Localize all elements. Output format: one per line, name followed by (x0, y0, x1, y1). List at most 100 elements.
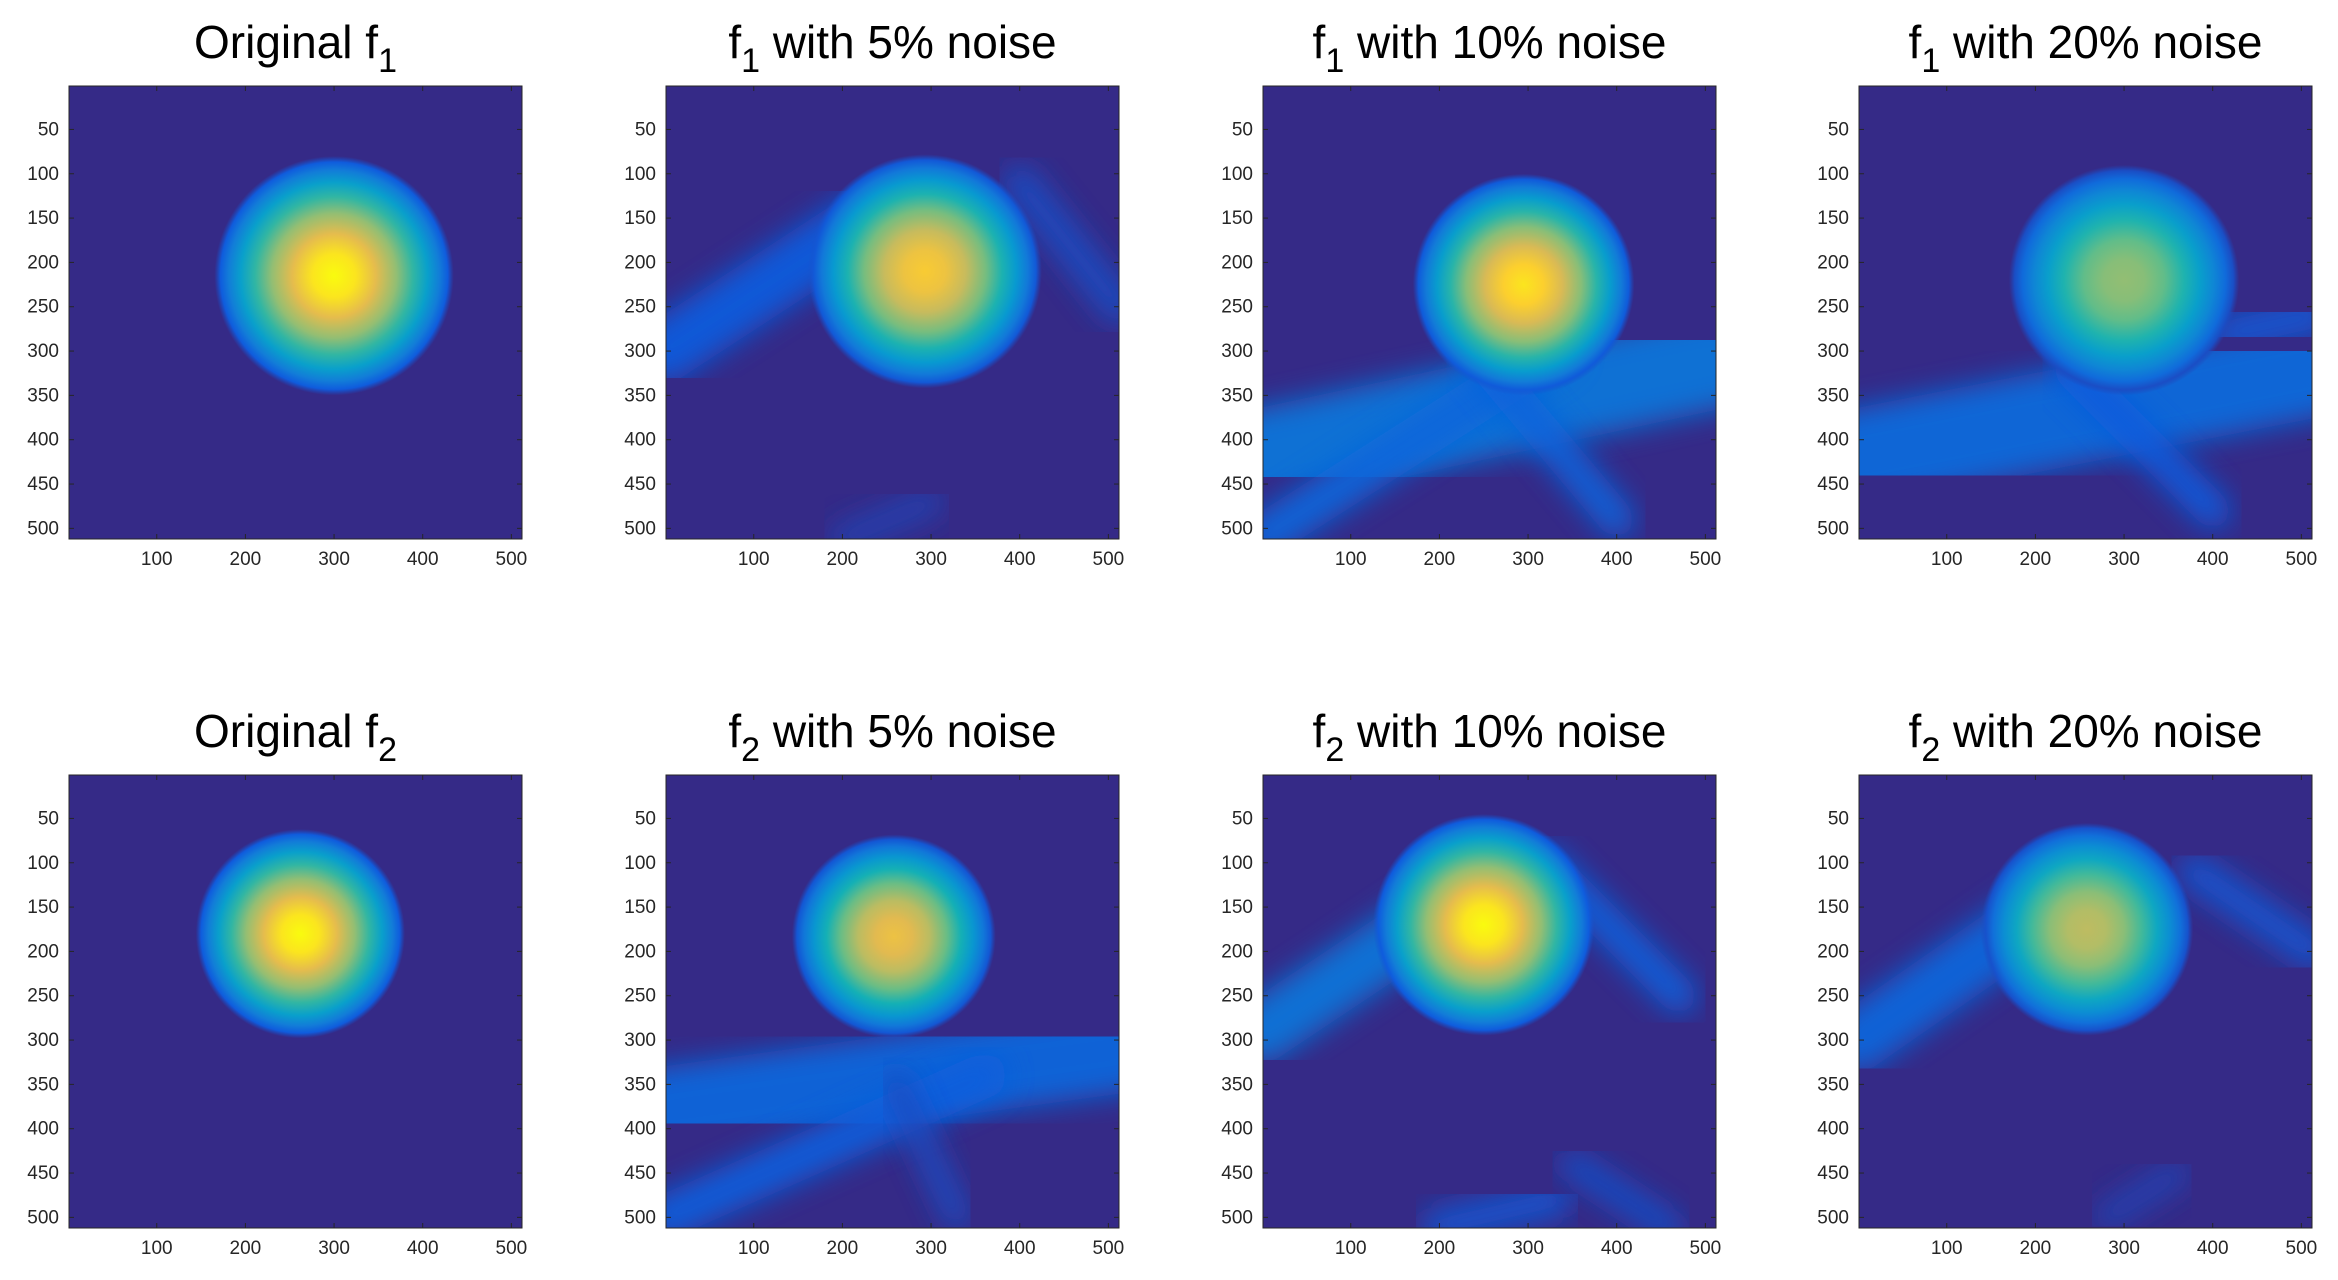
intensity-blob (1980, 822, 2194, 1036)
y-tick-label: 450 (624, 474, 656, 495)
intensity-blob (791, 834, 996, 1039)
axes-box (1858, 85, 2313, 540)
panel-title: f2 with 20% noise (1909, 705, 2263, 769)
y-tick-label: 50 (38, 119, 59, 140)
axes-box (68, 774, 523, 1229)
noise-streak (1421, 1181, 1573, 1228)
x-tick-label: 500 (2286, 1238, 2318, 1259)
y-tick-label: 100 (624, 164, 656, 185)
panel-title: f1 with 5% noise (728, 16, 1056, 80)
y-tick-label: 500 (27, 518, 59, 539)
x-tick-label: 300 (318, 549, 350, 570)
x-tick-label: 500 (2286, 549, 2318, 570)
y-tick-label: 400 (27, 1119, 59, 1140)
y-tick-label: 100 (27, 164, 59, 185)
y-tick-label: 450 (27, 1163, 59, 1184)
y-tick-label: 500 (1221, 518, 1253, 539)
y-tick-label: 350 (624, 385, 656, 406)
y-tick-label: 300 (1817, 341, 1849, 362)
y-tick-label: 400 (1221, 430, 1253, 451)
x-tick-label: 400 (407, 1238, 439, 1259)
y-tick-label: 350 (1221, 1074, 1253, 1095)
y-tick-label: 200 (27, 941, 59, 962)
y-tick-label: 400 (624, 430, 656, 451)
y-tick-label: 100 (1221, 853, 1253, 874)
axes-box (665, 85, 1120, 540)
heatmap-panel: 100 200 300 400 500 50 100 150 200 250 300 350 400 45… (1817, 705, 2317, 1259)
y-tick-label: 350 (1817, 385, 1849, 406)
y-tick-label: 400 (1817, 430, 1849, 451)
y-tick-label: 50 (635, 808, 656, 829)
y-tick-label: 150 (1221, 208, 1253, 229)
x-tick-label: 100 (1335, 1238, 1367, 1259)
noise-streak (1859, 320, 2312, 507)
x-tick-label: 500 (496, 549, 528, 570)
y-tick-label: 400 (624, 1119, 656, 1140)
noise-streak (1559, 1150, 1684, 1228)
y-tick-label: 500 (27, 1207, 59, 1228)
x-tick-label: 100 (1335, 549, 1367, 570)
y-tick-label: 100 (1221, 164, 1253, 185)
noise-streak (2093, 1159, 2191, 1228)
y-tick-label: 400 (27, 430, 59, 451)
x-tick-label: 200 (1424, 549, 1456, 570)
y-tick-label: 150 (27, 208, 59, 229)
y-tick-label: 350 (1221, 385, 1253, 406)
noise-streak (829, 488, 945, 539)
y-tick-label: 250 (1221, 297, 1253, 318)
axes-box (68, 85, 523, 540)
panel-title: f1 with 20% noise (1909, 16, 2263, 80)
y-tick-label: 250 (1221, 986, 1253, 1007)
x-tick-label: 300 (1512, 1238, 1544, 1259)
y-tick-label: 50 (635, 119, 656, 140)
x-tick-label: 100 (141, 549, 173, 570)
x-tick-label: 200 (1424, 1238, 1456, 1259)
y-tick-label: 50 (1232, 119, 1253, 140)
y-tick-label: 100 (27, 853, 59, 874)
y-tick-label: 250 (624, 297, 656, 318)
x-tick-label: 300 (318, 1238, 350, 1259)
y-tick-label: 150 (624, 208, 656, 229)
axes-box (1858, 774, 2313, 1229)
y-tick-label: 100 (1817, 853, 1849, 874)
x-tick-label: 400 (2197, 1238, 2229, 1259)
y-tick-label: 450 (624, 1163, 656, 1184)
x-tick-label: 100 (738, 549, 770, 570)
x-tick-label: 500 (496, 1238, 528, 1259)
x-tick-label: 500 (1093, 1238, 1125, 1259)
y-tick-label: 350 (1817, 1074, 1849, 1095)
y-tick-label: 100 (624, 853, 656, 874)
y-tick-label: 350 (27, 1074, 59, 1095)
y-tick-label: 200 (1817, 941, 1849, 962)
y-tick-label: 250 (624, 986, 656, 1007)
x-tick-label: 300 (915, 549, 947, 570)
heatmap-panel: 100 200 300 400 500 50 100 150 200 250 300 350 400 45… (1817, 16, 2317, 570)
x-tick-label: 300 (915, 1238, 947, 1259)
axes-box (1262, 774, 1717, 1229)
y-tick-label: 200 (1817, 252, 1849, 273)
panel-title: Original f1 (194, 16, 397, 80)
y-tick-label: 450 (27, 474, 59, 495)
heatmap-panel: 100 200 300 400 500 50 100 150 200 250 300 350 400 45… (624, 705, 1124, 1259)
y-tick-label: 200 (1221, 252, 1253, 273)
y-tick-label: 200 (624, 941, 656, 962)
noise-streak (2208, 293, 2312, 356)
y-tick-label: 150 (1817, 208, 1849, 229)
x-tick-label: 100 (1931, 549, 1963, 570)
x-tick-label: 200 (230, 1238, 262, 1259)
heatmap-panel: 100 200 300 400 500 50 100 150 200 250 300 350 400 45… (27, 705, 527, 1259)
y-tick-label: 500 (1817, 1207, 1849, 1228)
noise-streak (1001, 164, 1119, 325)
y-tick-label: 200 (624, 252, 656, 273)
x-tick-label: 400 (1004, 549, 1036, 570)
intensity-blob (1412, 173, 1635, 396)
y-tick-label: 200 (27, 252, 59, 273)
x-tick-label: 500 (1690, 1238, 1722, 1259)
y-tick-label: 450 (1817, 474, 1849, 495)
panel-title: Original f2 (194, 705, 397, 769)
x-tick-label: 500 (1093, 549, 1125, 570)
y-tick-label: 500 (1817, 518, 1849, 539)
intensity-blob (195, 829, 405, 1039)
y-tick-label: 50 (1232, 808, 1253, 829)
y-tick-label: 500 (624, 1207, 656, 1228)
